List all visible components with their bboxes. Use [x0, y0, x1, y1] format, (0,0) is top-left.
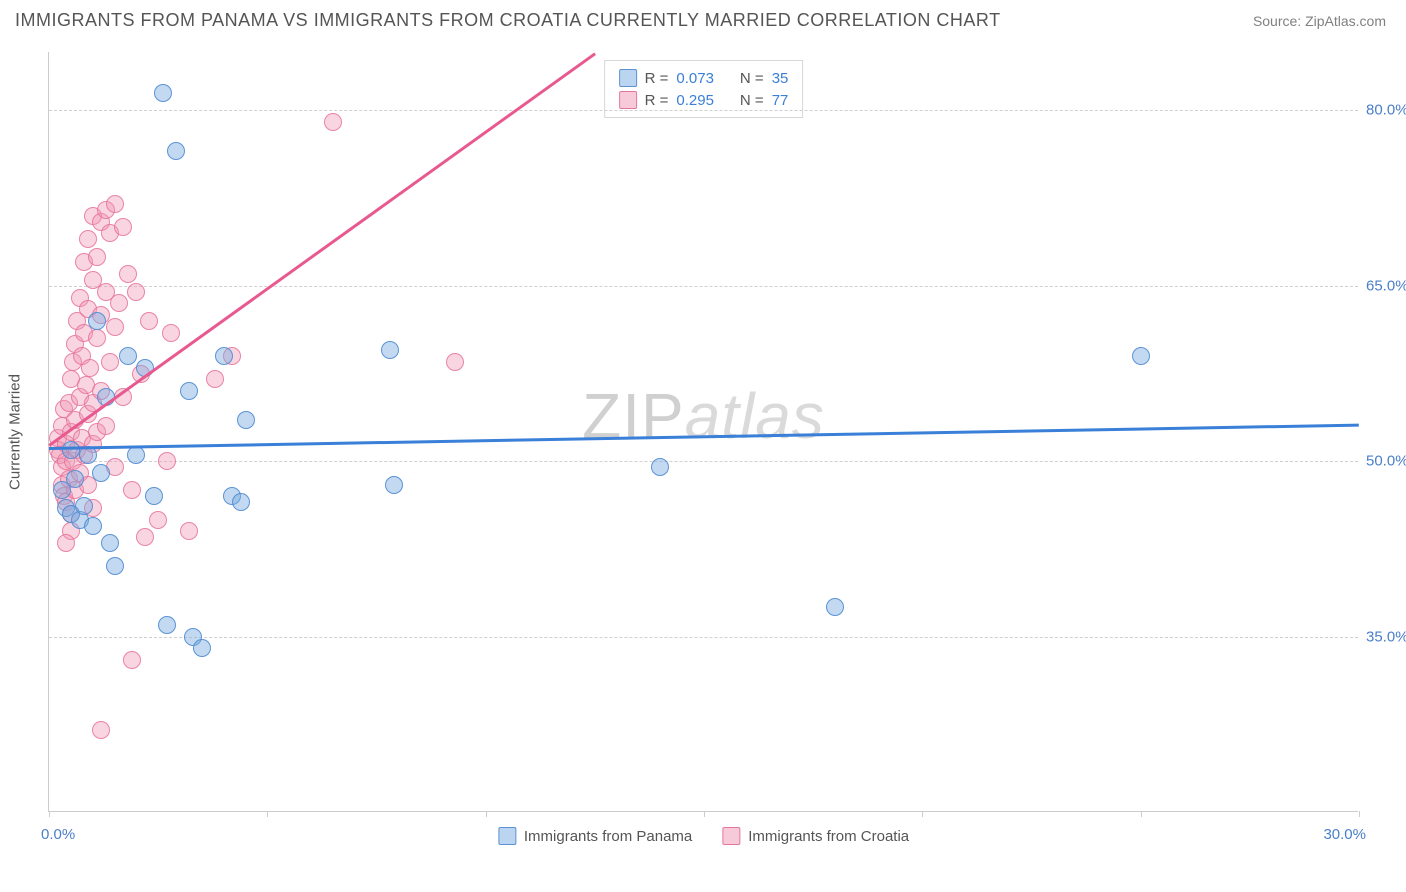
scatter-point — [119, 265, 137, 283]
scatter-point — [66, 470, 84, 488]
scatter-point — [180, 382, 198, 400]
scatter-point — [88, 312, 106, 330]
source-label: Source: ZipAtlas.com — [1253, 13, 1386, 29]
x-axis-tick-mark — [922, 811, 923, 817]
y-axis-tick: 80.0% — [1366, 102, 1406, 119]
scatter-point — [145, 487, 163, 505]
legend-item-a: Immigrants from Panama — [498, 827, 692, 845]
scatter-point — [385, 476, 403, 494]
watermark: ZIPatlas — [582, 379, 825, 453]
x-axis-tick-mark — [49, 811, 50, 817]
scatter-point — [101, 534, 119, 552]
scatter-point — [158, 452, 176, 470]
scatter-point — [79, 230, 97, 248]
scatter-point — [62, 441, 80, 459]
y-axis-tick: 50.0% — [1366, 453, 1406, 470]
x-axis-tick-mark — [1359, 811, 1360, 817]
scatter-point — [88, 248, 106, 266]
x-axis-tick-mark — [486, 811, 487, 817]
scatter-point — [324, 113, 342, 131]
scatter-point — [127, 446, 145, 464]
legend-stats: R = 0.073 N = 35 R = 0.295 N = 77 — [604, 60, 804, 118]
scatter-point — [75, 497, 93, 515]
scatter-point — [123, 651, 141, 669]
scatter-point — [92, 721, 110, 739]
scatter-point — [446, 353, 464, 371]
scatter-point — [106, 195, 124, 213]
swatch-b-icon — [722, 827, 740, 845]
gridline — [49, 637, 1358, 638]
x-axis-tick-mark — [704, 811, 705, 817]
scatter-point — [651, 458, 669, 476]
swatch-series-b — [619, 91, 637, 109]
scatter-point — [140, 312, 158, 330]
scatter-point — [237, 411, 255, 429]
x-axis-tick-min: 0.0% — [41, 826, 75, 843]
scatter-point — [106, 318, 124, 336]
scatter-point — [180, 522, 198, 540]
scatter-point — [215, 347, 233, 365]
x-axis-tick-mark — [1141, 811, 1142, 817]
y-axis-label: Currently Married — [7, 374, 24, 490]
scatter-point — [119, 347, 137, 365]
scatter-point — [154, 84, 172, 102]
chart-title: IMMIGRANTS FROM PANAMA VS IMMIGRANTS FRO… — [15, 10, 1001, 31]
scatter-point — [84, 517, 102, 535]
scatter-point — [79, 446, 97, 464]
swatch-series-a — [619, 69, 637, 87]
legend-stats-row-a: R = 0.073 N = 35 — [619, 67, 789, 89]
chart-plot-area: Currently Married ZIPatlas R = 0.073 N =… — [48, 52, 1358, 812]
scatter-point — [110, 294, 128, 312]
legend-series: Immigrants from Panama Immigrants from C… — [498, 827, 909, 845]
scatter-point — [1132, 347, 1150, 365]
scatter-point — [92, 464, 110, 482]
scatter-point — [826, 598, 844, 616]
scatter-point — [123, 481, 141, 499]
x-axis-tick-mark — [267, 811, 268, 817]
scatter-point — [232, 493, 250, 511]
y-axis-tick: 35.0% — [1366, 628, 1406, 645]
scatter-point — [167, 142, 185, 160]
scatter-point — [158, 616, 176, 634]
scatter-point — [193, 639, 211, 657]
legend-stats-row-b: R = 0.295 N = 77 — [619, 89, 789, 111]
legend-item-b: Immigrants from Croatia — [722, 827, 909, 845]
scatter-point — [88, 329, 106, 347]
swatch-a-icon — [498, 827, 516, 845]
scatter-point — [136, 528, 154, 546]
x-axis-tick-max: 30.0% — [1323, 826, 1366, 843]
scatter-point — [101, 353, 119, 371]
scatter-point — [114, 218, 132, 236]
scatter-point — [381, 341, 399, 359]
gridline — [49, 461, 1358, 462]
scatter-point — [81, 359, 99, 377]
gridline — [49, 286, 1358, 287]
scatter-point — [149, 511, 167, 529]
scatter-point — [106, 557, 124, 575]
y-axis-tick: 65.0% — [1366, 277, 1406, 294]
scatter-point — [97, 417, 115, 435]
scatter-point — [206, 370, 224, 388]
scatter-point — [127, 283, 145, 301]
gridline — [49, 110, 1358, 111]
scatter-point — [57, 534, 75, 552]
scatter-point — [162, 324, 180, 342]
